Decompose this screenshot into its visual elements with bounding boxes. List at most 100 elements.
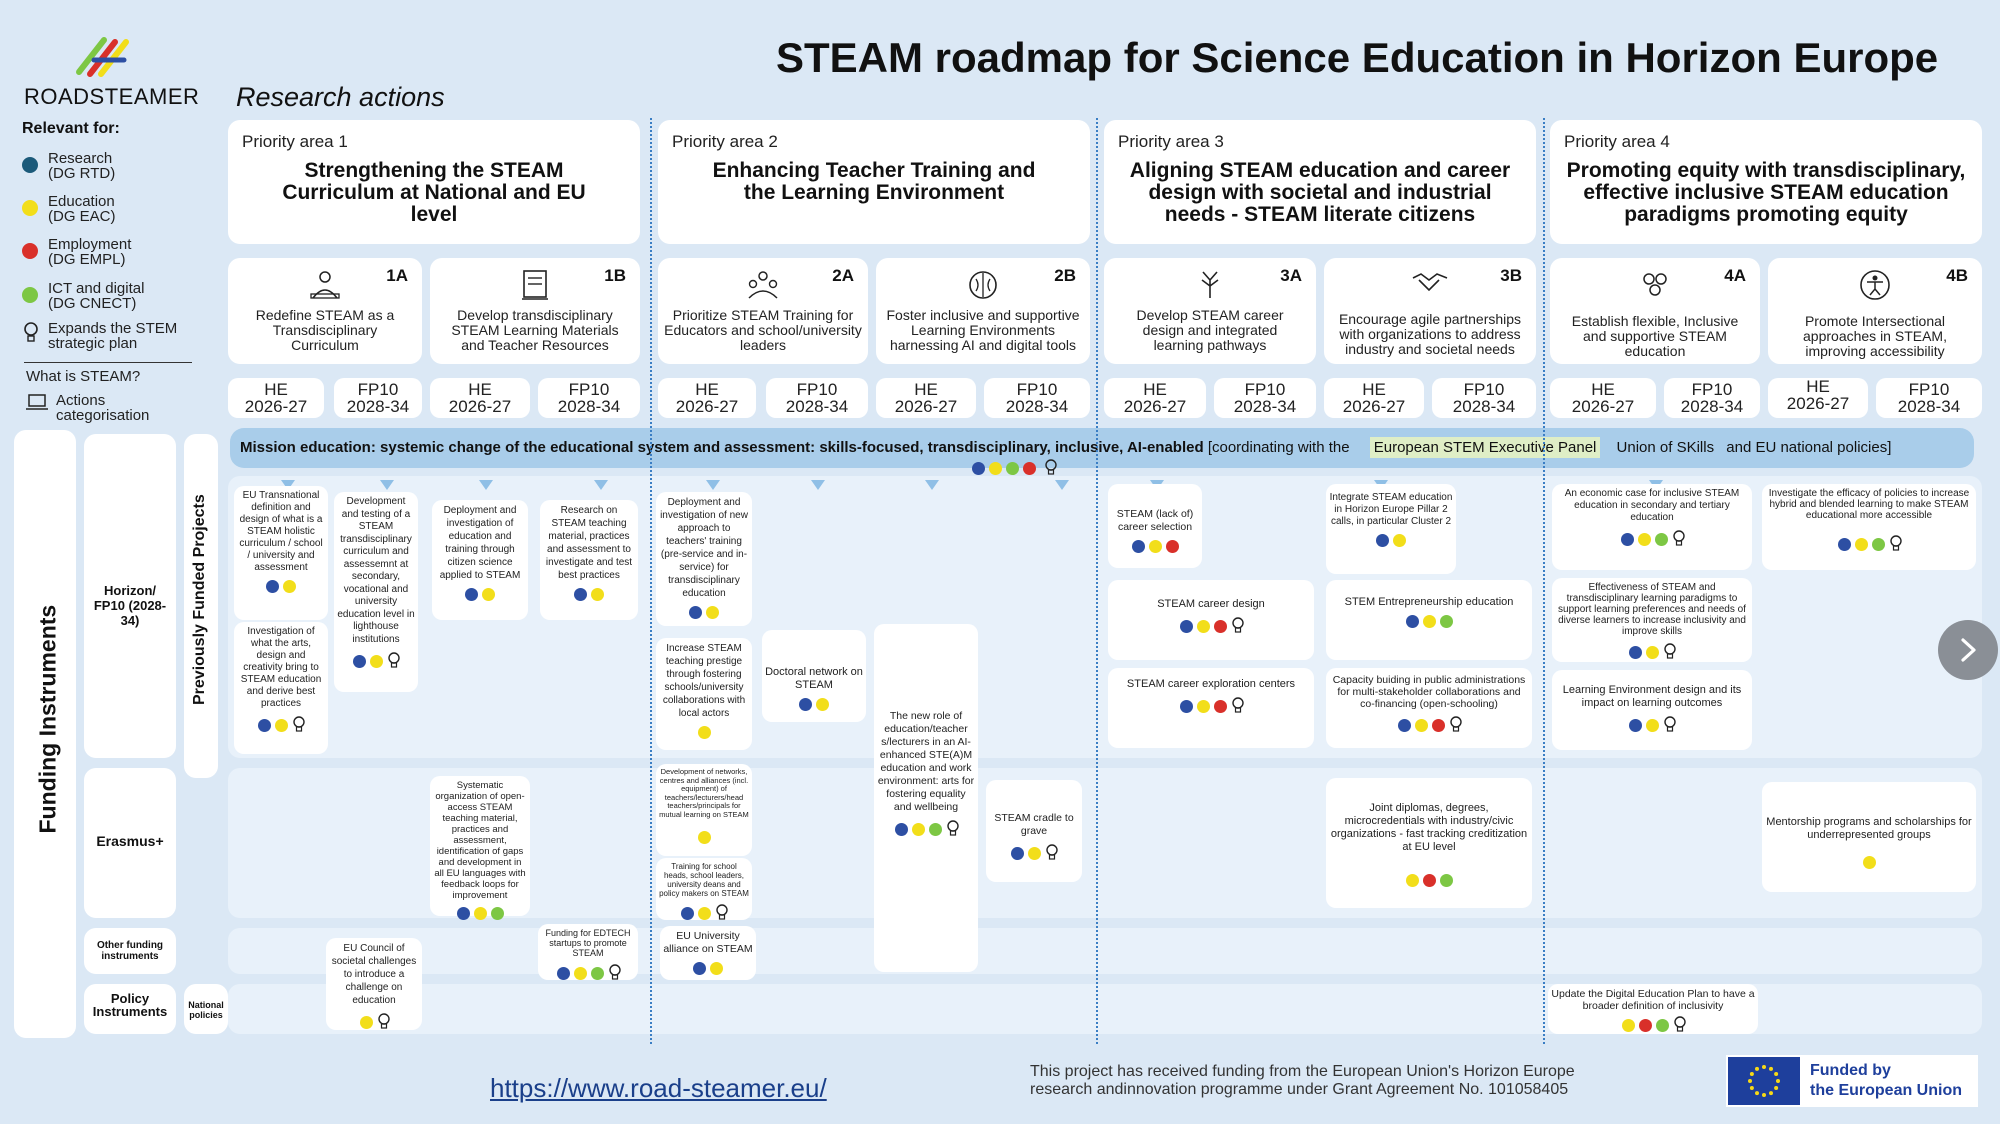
education-dot (1862, 856, 1876, 869)
action-card[interactable]: EU Transnational definition and design o… (234, 486, 328, 620)
lightbulb-icon (608, 964, 621, 980)
lightbulb-icon (716, 904, 728, 920)
action-card[interactable]: Development and testing of a STEAM trans… (334, 492, 418, 692)
research-dot (574, 588, 587, 601)
eu-star (1755, 1091, 1759, 1096)
sub-area-4a[interactable]: 4A Establish flexible, Inclusive and sup… (1550, 258, 1760, 364)
sub-area-3a[interactable]: 3A Develop STEAM career design and integ… (1104, 258, 1316, 364)
research-dot (1837, 537, 1851, 551)
national-policies-panel (184, 984, 228, 1034)
education-dot (1028, 846, 1041, 860)
research-dot (693, 962, 706, 975)
year-4a-he: HE 2026-27 (1550, 378, 1656, 418)
ict-dot (1439, 874, 1453, 887)
sub-area-1a[interactable]: 1A Redefine STEAM as a Transdisciplinary… (228, 258, 422, 364)
ict-dot (1006, 461, 1019, 475)
sub-area-2b[interactable]: 2B Foster inclusive and supportive Learn… (876, 258, 1090, 364)
year-3b-fp10: FP10 2028-34 (1432, 378, 1536, 418)
ict-dot (490, 907, 504, 920)
employment-dot (1213, 619, 1227, 633)
action-card[interactable]: Deployment and investigation of educatio… (432, 500, 528, 620)
legend-divider (24, 362, 192, 363)
what-is-steam-link[interactable]: What is STEAM? (26, 368, 141, 385)
lightbulb-icon (1045, 459, 1058, 475)
action-card[interactable]: Investigation of what the arts, design a… (234, 622, 328, 754)
eu-star (1755, 1066, 1759, 1071)
sub-area-2a[interactable]: 2A Prioritize STEAM Training for Educato… (658, 258, 868, 364)
education-dot (1637, 532, 1651, 546)
legend-education: Education (DG EAC) (22, 194, 116, 224)
accessibility-icon (1860, 270, 1890, 300)
research-dot (1179, 619, 1193, 633)
action-card[interactable]: STEAM career design (1108, 580, 1314, 660)
other-row-label-box (84, 928, 176, 974)
action-card[interactable]: Development of networks, centres and all… (656, 764, 752, 856)
chevron-right-icon (1961, 638, 1976, 662)
action-card[interactable]: Research on STEAM teaching material, pra… (540, 500, 638, 620)
year-2a-he: HE 2026-27 (658, 378, 756, 418)
ict-dot (1439, 615, 1453, 628)
action-card[interactable]: STEAM cradle to grave (986, 780, 1082, 882)
arrow-8 (1055, 480, 1069, 490)
action-card[interactable]: EU Council of societal challenges to int… (326, 938, 422, 1030)
education-dot (698, 906, 711, 920)
education-dot (1621, 1018, 1635, 1032)
sub-area-4b[interactable]: 4B Promote Intersectional approaches in … (1768, 258, 1982, 364)
priority-area-4: Priority area 4 Promoting equity with tr… (1550, 120, 1982, 244)
action-card[interactable]: Update the Digital Education Plan to hav… (1548, 984, 1758, 1034)
lightbulb-icon (1231, 617, 1244, 633)
year-4b-fp10: FP10 2028-34 (1876, 378, 1982, 418)
horizon-row-label: Horizon/ FP10 (2028-34) (93, 583, 167, 628)
actions-categorisation-link[interactable]: Actions categorisation (26, 393, 149, 423)
employment-dot (22, 243, 38, 259)
employment-dot (1422, 874, 1436, 887)
action-card[interactable]: STEAM (lack of) career selection (1108, 484, 1202, 568)
research-dot (556, 966, 570, 980)
year-3a-fp10: FP10 2028-34 (1214, 378, 1316, 418)
divider-3 (1543, 118, 1545, 1044)
education-dot (22, 200, 38, 216)
action-card[interactable]: Learning Environment design and its impa… (1552, 670, 1752, 750)
research-dot (1011, 846, 1024, 860)
research-dot (681, 906, 694, 920)
action-card[interactable]: Effectiveness of STEAM and transdiscipli… (1552, 578, 1752, 662)
research-dot (799, 698, 812, 711)
action-card[interactable]: STEAM career exploration centers (1108, 668, 1314, 748)
arrow-1 (281, 480, 295, 490)
education-dot (1196, 699, 1210, 713)
action-card[interactable]: An economic case for inclusive STEAM edu… (1552, 484, 1752, 570)
action-card[interactable]: Mentorship programs and scholarships for… (1762, 782, 1976, 892)
other-row-band (228, 928, 1982, 974)
legend-heading: Relevant for: (22, 120, 120, 137)
action-card[interactable]: EU University alliance on STEAM (660, 926, 756, 980)
sub-area-1b[interactable]: 1B Develop transdisciplinary STEAM Learn… (430, 258, 640, 364)
eu-star (1762, 1093, 1766, 1097)
action-card[interactable]: Integrate STEAM education in Horizon Eur… (1326, 484, 1456, 574)
action-card[interactable]: Capacity buiding in public administratio… (1326, 668, 1532, 748)
education-dot (989, 461, 1002, 475)
action-card[interactable]: The new role of education/teacher s/lect… (874, 624, 978, 972)
year-1b-fp10: FP10 2028-34 (538, 378, 640, 418)
education-dot (710, 962, 723, 975)
action-card[interactable]: Increase STEAM teaching prestige through… (656, 638, 752, 750)
education-dot (1414, 718, 1428, 732)
website-link[interactable]: https://www.road-steamer.eu/ (490, 1073, 827, 1103)
lightbulb-icon (1672, 530, 1685, 546)
career-icon (1201, 271, 1219, 298)
research-dot (258, 718, 271, 732)
action-card[interactable]: Doctoral network on STEAM (762, 630, 866, 722)
research-dot (22, 157, 38, 173)
sub-area-3b[interactable]: 3B Encourage agile partnerships with org… (1324, 258, 1536, 364)
action-card[interactable]: Systematic organization of open-access S… (430, 776, 530, 920)
action-card[interactable]: Training for school heads, school leader… (656, 858, 752, 920)
action-card[interactable]: STEM Entrepreneurship education (1326, 580, 1532, 660)
action-card[interactable]: Deployment and investigation of new appr… (656, 492, 752, 626)
next-slide-button[interactable] (1938, 620, 1998, 680)
lightbulb-icon (946, 820, 959, 836)
ict-dot (928, 822, 942, 836)
legend-employment: Employment (DG EMPL) (22, 237, 131, 267)
action-card[interactable]: Investigate the efficacy of policies to … (1762, 484, 1976, 570)
policy-row-label: Policy Instruments (92, 991, 168, 1019)
action-card[interactable]: Joint diplomas, degrees, microcredential… (1326, 778, 1532, 908)
action-card[interactable]: Funding for EDTECH startups to promote S… (538, 924, 638, 980)
